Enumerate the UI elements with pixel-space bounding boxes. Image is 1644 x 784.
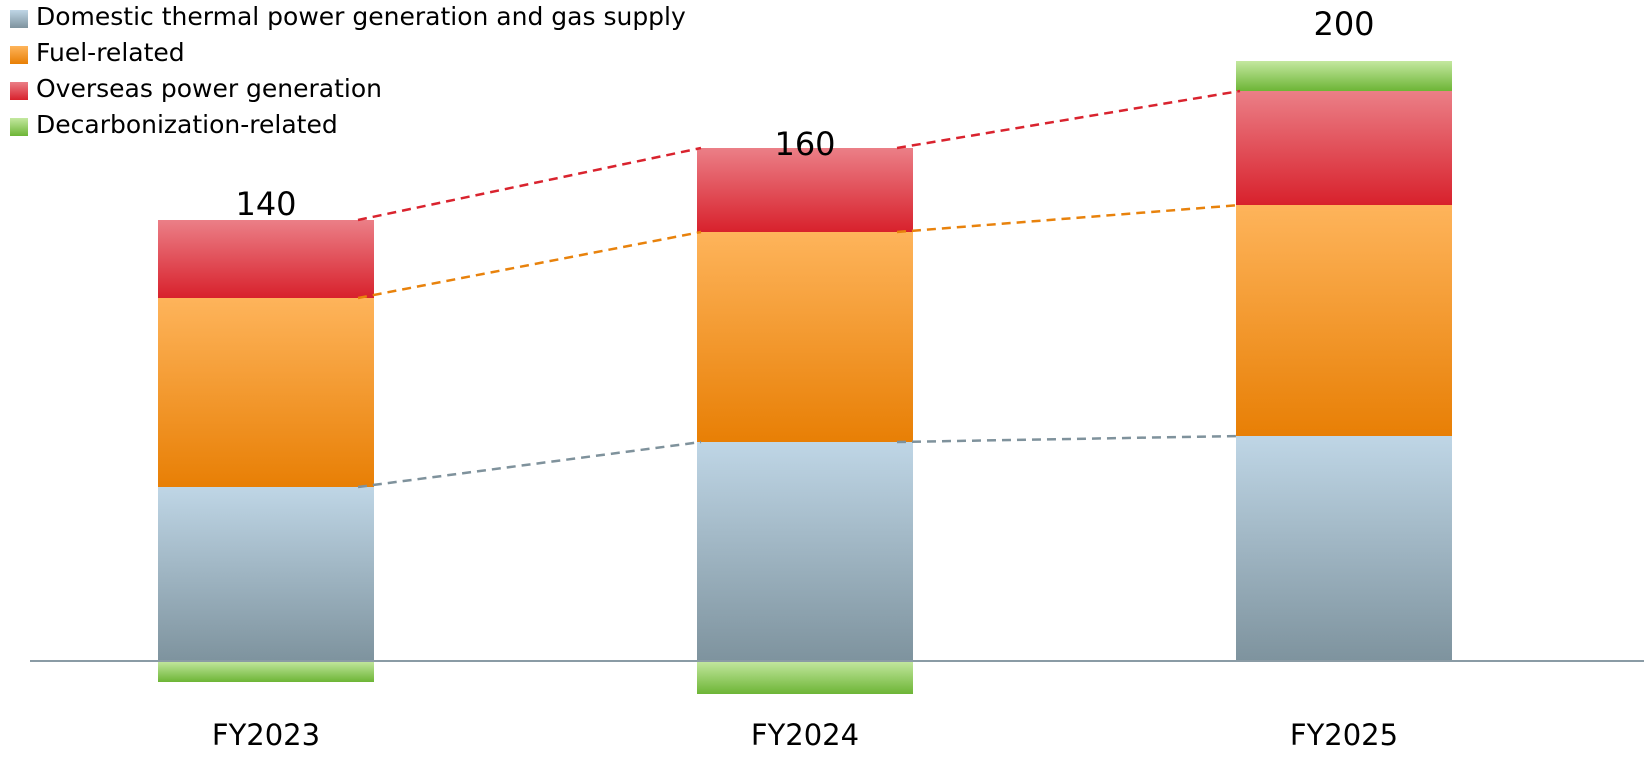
bar-segment bbox=[1236, 205, 1452, 436]
bar-segment bbox=[697, 442, 913, 661]
legend-swatch bbox=[10, 46, 28, 64]
connector bbox=[896, 89, 1241, 150]
bar-segment bbox=[697, 232, 913, 442]
category-label: FY2023 bbox=[212, 718, 320, 752]
bar-segment bbox=[158, 487, 374, 661]
category-label: FY2025 bbox=[1290, 718, 1398, 752]
connector bbox=[357, 440, 702, 489]
legend-label: Overseas power generation bbox=[36, 74, 382, 103]
connector bbox=[357, 230, 702, 300]
bar-segment bbox=[1236, 61, 1452, 91]
total-label: 140 bbox=[235, 185, 296, 223]
bar-segment bbox=[1236, 91, 1452, 205]
bar-segment bbox=[1236, 436, 1452, 661]
bar-segment bbox=[697, 661, 913, 694]
legend-label: Fuel-related bbox=[36, 38, 185, 67]
bar-segment bbox=[158, 661, 374, 682]
legend-label: Domestic thermal power generation and ga… bbox=[36, 2, 686, 31]
connector bbox=[357, 146, 702, 222]
legend-label: Decarbonization-related bbox=[36, 110, 338, 139]
total-label: 160 bbox=[774, 125, 835, 163]
bar-segment bbox=[697, 148, 913, 232]
category-label: FY2024 bbox=[751, 718, 859, 752]
connector bbox=[896, 434, 1241, 444]
bar-segment bbox=[158, 298, 374, 487]
bar-segment bbox=[158, 220, 374, 298]
legend-swatch bbox=[10, 10, 28, 28]
connector bbox=[896, 203, 1241, 234]
total-label: 200 bbox=[1313, 5, 1374, 43]
legend-swatch bbox=[10, 82, 28, 100]
legend-swatch bbox=[10, 118, 28, 136]
